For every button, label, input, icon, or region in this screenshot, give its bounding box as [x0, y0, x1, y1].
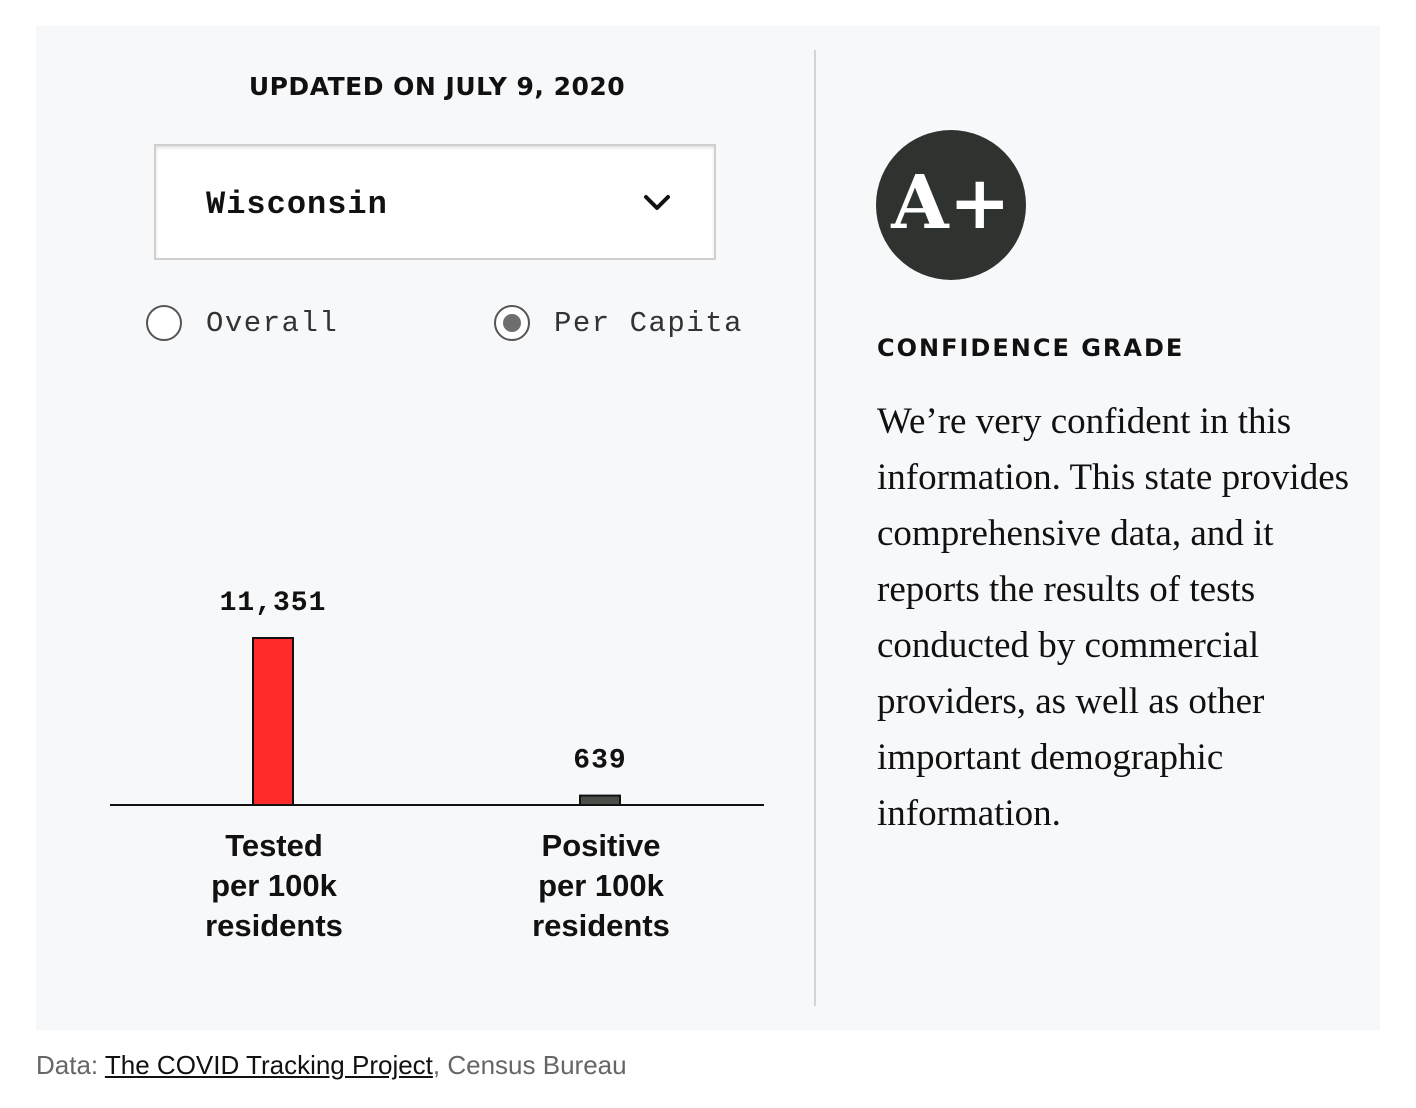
bar-value-label-1: 639 — [573, 746, 626, 777]
category-label-positive: Positive per 100k residents — [532, 828, 670, 943]
updated-date: UPDATED ON JULY 9, 2020 — [248, 72, 626, 101]
category-label-tested: Tested per 100k residents — [205, 828, 343, 943]
bar-1 — [579, 794, 621, 807]
radio-overall-label: Overall — [206, 306, 339, 340]
source-link[interactable]: The COVID Tracking Project — [104, 1050, 433, 1080]
confidence-grade-title: CONFIDENCE GRADE — [877, 334, 1185, 362]
bar-chart: 11,351 639 — [110, 588, 764, 807]
chevron-down-icon — [644, 195, 670, 210]
bar-value-label-0: 11,351 — [220, 588, 327, 619]
grade-letter: A+ — [891, 160, 1011, 246]
state-select[interactable]: Wisconsin — [154, 144, 716, 260]
radio-per-capita-label: Per Capita — [554, 306, 744, 340]
grade-badge: A+ — [876, 130, 1026, 280]
bar-0 — [252, 637, 294, 806]
radio-overall-circle[interactable] — [146, 305, 182, 341]
radio-per-capita[interactable]: Per Capita — [494, 305, 743, 341]
source-suffix: , Census Bureau — [432, 1050, 627, 1080]
confidence-grade-description: We’re very confident in this information… — [877, 401, 1350, 834]
column-divider — [814, 50, 816, 1006]
data-source: Data: The COVID Tracking Project, Census… — [36, 1050, 627, 1081]
radio-per-capita-circle[interactable] — [494, 305, 530, 341]
source-prefix: Data: — [36, 1050, 105, 1080]
radio-overall[interactable]: Overall — [146, 305, 338, 341]
state-select-value: Wisconsin — [206, 186, 388, 223]
